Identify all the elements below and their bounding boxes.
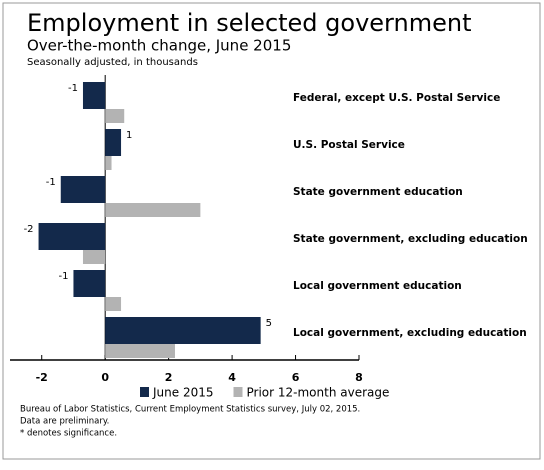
bar <box>60 176 106 203</box>
value-label: 5 <box>266 318 272 329</box>
bar <box>105 317 261 344</box>
bar <box>105 129 122 156</box>
value-label: 1 <box>126 130 132 141</box>
bar <box>105 344 175 358</box>
bar <box>105 156 112 170</box>
category-label: Local government, excluding education <box>293 327 527 339</box>
category-label: State government, excluding education <box>293 233 528 245</box>
chart-subtitle: Over-the-month change, June 2015 <box>27 37 291 55</box>
value-label: -1 <box>46 177 56 188</box>
frame <box>2 2 541 460</box>
category-label: Local government education <box>293 280 462 292</box>
chart-title: Employment in selected government <box>27 9 471 37</box>
value-label: -2 <box>24 224 34 235</box>
value-label: -1 <box>58 271 68 282</box>
bar <box>105 297 122 311</box>
legend-label: Prior 12-month average <box>247 386 390 400</box>
bar <box>82 82 106 109</box>
value-label: -1 <box>68 83 78 94</box>
x-tick-label: -2 <box>36 371 48 384</box>
bar <box>105 109 125 123</box>
bar <box>73 270 106 297</box>
category-label: U.S. Postal Service <box>293 139 405 151</box>
footnote: * denotes significance. <box>20 429 117 439</box>
bar <box>82 250 106 264</box>
x-tick-label: 0 <box>101 371 109 384</box>
category-label: State government education <box>293 186 463 198</box>
legend-swatch <box>233 387 243 397</box>
legend-label: June 2015 <box>152 386 214 400</box>
x-tick-label: 4 <box>228 371 236 384</box>
x-tick-label: 2 <box>165 371 173 384</box>
bar <box>105 203 201 217</box>
units-note: Seasonally adjusted, in thousands <box>27 57 198 68</box>
x-tick-label: 8 <box>355 371 363 384</box>
footnote: Data are preliminary. <box>20 417 109 427</box>
category-label: Federal, except U.S. Postal Service <box>293 92 500 104</box>
x-tick-label: 6 <box>292 371 300 384</box>
footnote: Bureau of Labor Statistics, Current Empl… <box>20 405 360 415</box>
bar <box>38 223 106 250</box>
legend-swatch <box>140 387 149 397</box>
